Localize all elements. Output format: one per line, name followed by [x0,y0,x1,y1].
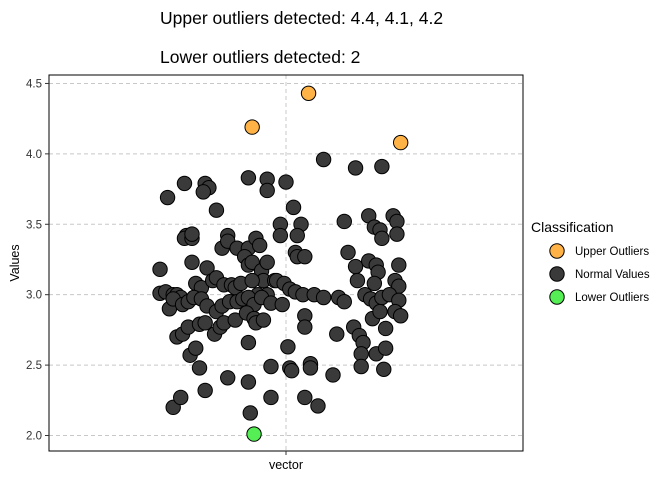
legend-label-lower: Lower Outliers [575,292,649,304]
normal-point [374,158,390,175]
legend-key-normal [549,266,565,282]
normal-point [188,340,204,356]
legend: Classification Upper Outliers Normal Valu… [531,219,650,305]
normal-point [208,202,225,218]
chart-title-upper: Upper outliers detected: 4.4, 4.1, 4.2 [160,8,443,28]
normal-point [272,227,289,244]
upper-point [392,134,409,151]
legend-label-normal: Normal Values [575,269,650,281]
normal-point [159,189,176,206]
normal-point [191,360,208,376]
chart-title-lower: Lower outliers detected: 2 [160,47,360,67]
normal-point [240,170,257,186]
normal-point [391,257,407,273]
normal-point [280,339,296,355]
y-tick-label: 2.5 [26,360,42,372]
normal-point [377,320,394,337]
normal-point [297,389,313,406]
normal-point [220,370,236,386]
normal-point [227,312,243,328]
normal-point [302,360,319,376]
normal-point [289,227,305,244]
normal-point [376,361,392,378]
legend-key-lower [549,289,565,305]
normal-point [310,398,326,414]
upper-point [244,119,260,135]
normal-point [152,261,168,278]
y-tick-label: 4.5 [26,78,42,90]
normal-point [366,275,383,292]
normal-point [255,312,272,328]
normal-point [347,160,364,176]
plot-area [48,74,524,452]
data-points [152,85,409,442]
normal-point [176,175,193,192]
normal-point [315,151,332,168]
normal-point [240,334,257,351]
normal-point [325,367,341,383]
normal-point [195,184,211,200]
legend-label-upper: Upper Outliers [575,246,649,258]
y-axis: 2.0 2.5 3.0 3.5 4.0 4.5 [26,78,49,443]
normal-point [297,248,313,265]
normal-point [278,174,294,190]
normal-point [251,237,268,254]
y-axis-title: Values [8,244,22,281]
normal-point [173,389,189,406]
y-tick-label: 4.0 [26,149,42,161]
normal-point [389,226,405,242]
grid-lines [49,75,523,451]
lower-point [246,426,262,442]
normal-point [242,405,258,421]
normal-point [244,272,260,289]
legend-title: Classification [531,219,613,235]
normal-point [197,315,213,331]
normal-point [184,226,200,242]
normal-point [263,389,279,406]
normal-point [240,374,257,390]
plot-panel [49,75,523,451]
normal-point [353,358,369,375]
normal-point [263,358,279,375]
normal-point [283,363,300,379]
x-axis-title: vector [269,458,303,472]
normal-point [377,340,394,356]
upper-point [300,85,317,102]
y-tick-label: 3.0 [26,290,42,302]
normal-point [374,230,390,247]
normal-point [274,296,290,313]
normal-point [392,308,409,324]
legend-key-upper [549,243,565,259]
normal-point [199,260,215,276]
y-tick-label: 3.5 [26,219,42,231]
normal-point [372,303,388,320]
normal-point [336,213,352,230]
normal-point [259,254,275,270]
normal-point [315,289,332,306]
normal-point [329,326,345,342]
normal-point [285,199,302,216]
y-tick-label: 2.0 [26,431,42,443]
normal-point [349,272,366,289]
normal-point [347,258,364,275]
normal-point [297,319,313,335]
normal-point [259,182,275,199]
normal-point [197,382,213,399]
normal-point [184,254,200,270]
normal-point [340,244,356,261]
normal-point [336,294,352,310]
